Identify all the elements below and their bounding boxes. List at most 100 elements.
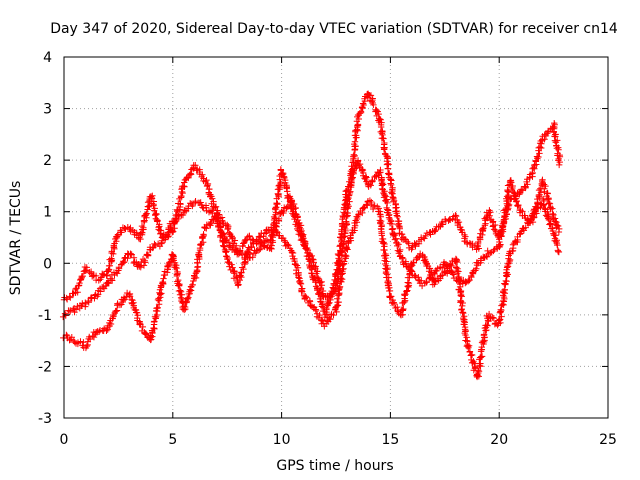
data-point [496, 316, 504, 323]
data-point [88, 294, 95, 301]
data-point [409, 259, 417, 267]
data-point [552, 232, 559, 239]
data-point [422, 258, 429, 265]
data-point [225, 229, 233, 236]
data-point [380, 145, 388, 153]
data-point [377, 220, 384, 227]
data-point [243, 236, 250, 244]
data-point [555, 161, 563, 169]
data-point [395, 241, 402, 248]
data-point [490, 314, 498, 322]
data-point [382, 198, 390, 205]
data-point [351, 222, 359, 229]
data-point [141, 257, 148, 264]
data-point [212, 203, 220, 210]
data-point [383, 271, 391, 278]
data-point [405, 240, 412, 247]
data-point [544, 190, 551, 197]
data-point [513, 197, 520, 205]
data-point [368, 98, 376, 105]
data-point [154, 217, 161, 224]
data-point [378, 221, 385, 229]
data-point [74, 289, 81, 296]
data-point [224, 258, 232, 266]
data-point [330, 311, 337, 319]
data-point [452, 264, 460, 271]
data-point [555, 146, 562, 153]
data-point [177, 288, 185, 296]
data-point [396, 246, 404, 254]
data-point [382, 252, 390, 259]
data-point [342, 197, 349, 204]
series-track-3 [60, 195, 563, 381]
data-point [467, 352, 475, 359]
data-point [478, 353, 486, 360]
data-point [337, 274, 344, 282]
data-point [331, 276, 338, 284]
data-point [447, 261, 454, 268]
data-point [501, 295, 508, 303]
data-point [483, 321, 491, 329]
data-point [190, 277, 197, 285]
data-point [554, 241, 561, 249]
data-point [200, 231, 207, 238]
data-point [412, 272, 419, 280]
data-point [185, 174, 192, 182]
data-point [219, 242, 227, 249]
y-tick-label: 3 [43, 102, 52, 118]
data-point [523, 178, 530, 186]
data-point [166, 259, 173, 266]
data-point [257, 234, 264, 241]
data-point [298, 227, 305, 235]
data-point [333, 266, 340, 273]
data-point [501, 286, 509, 293]
data-point [280, 170, 287, 177]
data-point [196, 246, 204, 254]
data-point [355, 162, 362, 169]
data-point [532, 208, 539, 215]
data-point [402, 290, 409, 298]
data-point [312, 307, 320, 315]
data-point [299, 233, 306, 240]
x-axis-label: GPS time / hours [276, 458, 393, 474]
data-point [360, 101, 367, 109]
data-point [380, 135, 387, 142]
data-point [364, 90, 372, 97]
data-point [336, 283, 344, 290]
data-point [142, 330, 150, 337]
data-point [173, 264, 180, 272]
data-point [383, 161, 391, 168]
data-point [172, 264, 179, 271]
data-point [180, 182, 187, 190]
data-point [487, 209, 494, 216]
data-point [515, 201, 522, 209]
data-point [301, 295, 309, 303]
data-point [63, 332, 71, 340]
data-point [551, 121, 558, 128]
data-point [107, 320, 115, 328]
data-point [367, 92, 375, 99]
data-point [318, 303, 326, 310]
data-point [552, 139, 560, 146]
data-point [288, 248, 296, 256]
data-point [158, 280, 166, 287]
data-point [273, 228, 280, 235]
data-point [182, 299, 189, 306]
data-point [387, 181, 395, 189]
plot-points [59, 90, 564, 381]
data-point [307, 257, 314, 264]
data-point [150, 202, 157, 209]
data-point [503, 193, 511, 200]
data-point [272, 205, 279, 212]
data-point [403, 238, 411, 246]
data-point [292, 205, 299, 212]
data-point [118, 229, 125, 236]
data-point [158, 240, 165, 247]
data-point [364, 202, 371, 209]
data-point [388, 189, 395, 196]
data-point [83, 342, 91, 350]
data-point [496, 238, 503, 246]
data-point [453, 270, 461, 277]
data-point [335, 298, 342, 306]
data-point [398, 306, 405, 314]
